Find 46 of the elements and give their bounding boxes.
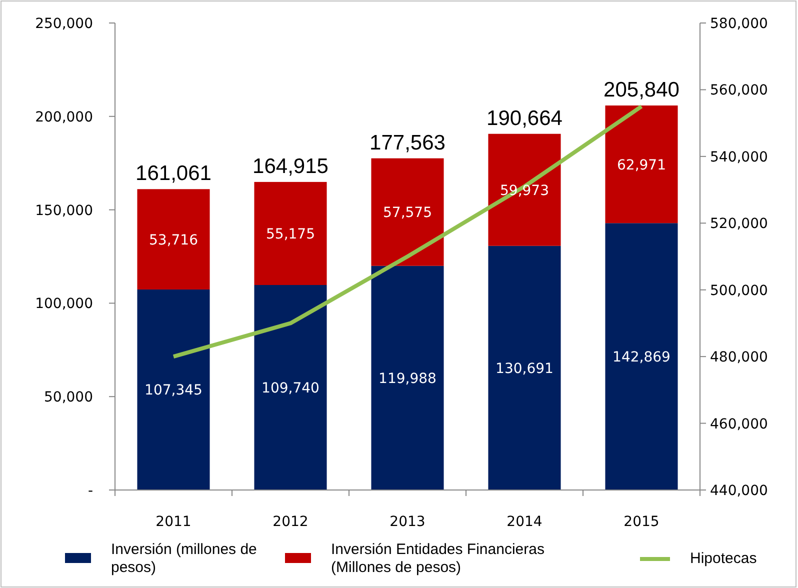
y2-tick-label: 480,000 bbox=[710, 350, 768, 366]
total-label: 190,664 bbox=[486, 106, 563, 130]
x-tick-label: 2012 bbox=[272, 514, 308, 530]
bar bbox=[371, 266, 444, 490]
total-label: 205,840 bbox=[604, 78, 680, 102]
y2-tick-label: 500,000 bbox=[710, 282, 768, 299]
bar bbox=[605, 105, 678, 224]
data-label: 55,175 bbox=[266, 226, 315, 242]
total-label: 164,915 bbox=[252, 154, 328, 178]
y2-tick-label: 580,000 bbox=[710, 16, 768, 32]
x-tick-label: 2011 bbox=[156, 514, 192, 530]
y2-tick-label: 560,000 bbox=[710, 82, 768, 99]
x-tick-label: 2013 bbox=[390, 514, 426, 530]
total-label: 177,563 bbox=[370, 131, 446, 154]
data-label: 107,345 bbox=[144, 382, 202, 399]
data-label: 142,869 bbox=[612, 350, 670, 366]
bar bbox=[488, 134, 561, 246]
data-label: 57,575 bbox=[383, 205, 432, 222]
y-tick-label: 150,000 bbox=[35, 202, 93, 219]
y-tick-label: 200,000 bbox=[35, 109, 93, 126]
y2-tick-label: 520,000 bbox=[710, 216, 768, 232]
x-tick-label: 2014 bbox=[506, 514, 542, 530]
data-label: 109,740 bbox=[262, 380, 320, 397]
legend-label: Inversión (millones de pesos) bbox=[111, 541, 257, 576]
legend-label: Inversión Entidades Financieras (Millones de pesos) bbox=[331, 541, 544, 576]
y2-tick-label: 440,000 bbox=[710, 483, 768, 499]
data-label: 119,988 bbox=[378, 370, 436, 387]
data-label: 62,971 bbox=[617, 157, 666, 174]
bar bbox=[605, 223, 678, 490]
legend-label: Hipotecas bbox=[690, 550, 757, 567]
data-label: 53,716 bbox=[149, 232, 198, 248]
total-label: 161,061 bbox=[136, 162, 212, 186]
y2-tick-label: 460,000 bbox=[710, 416, 768, 432]
bar bbox=[254, 285, 327, 490]
y-tick-label: 50,000 bbox=[44, 390, 93, 406]
bar bbox=[254, 182, 327, 286]
y2-tick-label: 540,000 bbox=[710, 149, 768, 166]
x-tick-label: 2015 bbox=[624, 514, 660, 530]
data-label: 130,691 bbox=[496, 360, 554, 377]
bar bbox=[137, 289, 210, 490]
bar bbox=[488, 246, 561, 490]
y-tick-label: 250,000 bbox=[35, 16, 93, 32]
y-tick-label: 100,000 bbox=[35, 296, 93, 312]
y-tick-label: - bbox=[88, 483, 93, 499]
bar bbox=[371, 158, 444, 266]
bar bbox=[137, 189, 210, 290]
